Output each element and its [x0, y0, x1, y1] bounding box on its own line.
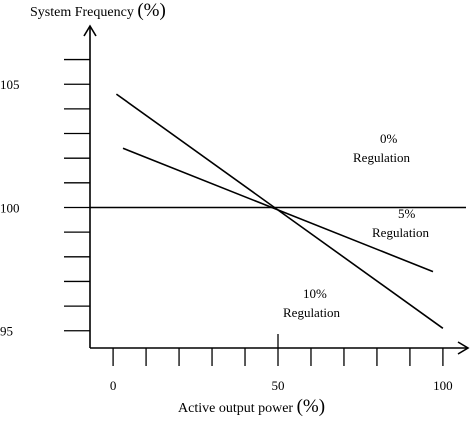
- x-tick-label: 50: [272, 378, 285, 393]
- x-tick-label: 0: [110, 378, 117, 393]
- series-lines: [90, 93, 466, 329]
- x-tick-label: 100: [433, 378, 453, 393]
- x-axis-title: Active output power (%): [178, 396, 325, 417]
- y-tick-label: 100: [0, 200, 20, 215]
- y-axis-unit: (%): [137, 0, 165, 21]
- annotation-0pct-line2: Regulation: [353, 150, 411, 165]
- y-axis-arrow: [83, 24, 97, 37]
- annotation-5pct-line2: Regulation: [372, 225, 430, 240]
- y-tick-label: 105: [0, 77, 20, 92]
- annotation-5pct-line1: 5%: [398, 206, 416, 221]
- y-tick-label: 95: [0, 324, 13, 339]
- y-axis-title: System Frequency (%): [30, 0, 166, 21]
- x-axis-unit: (%): [297, 396, 325, 417]
- x-axis-arrow: [457, 341, 470, 355]
- ticks: 95 100 105 0 50 100: [0, 58, 453, 393]
- annotation-10pct-line1: 10%: [303, 286, 327, 301]
- annotation-10pct-line2: Regulation: [283, 305, 341, 320]
- annotation-0pct-line1: 0%: [380, 131, 398, 146]
- series-line-10pct: [115, 93, 444, 329]
- axes: [83, 24, 470, 355]
